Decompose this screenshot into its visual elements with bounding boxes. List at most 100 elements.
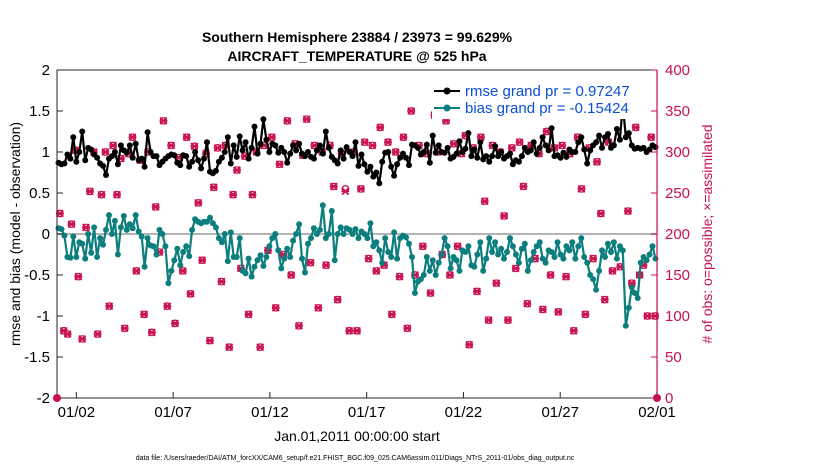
obs-assimilated-point bbox=[395, 272, 404, 281]
rmse-series-point bbox=[192, 149, 199, 155]
obs-assimilated-point bbox=[267, 133, 276, 142]
rmse-series-point bbox=[305, 149, 311, 155]
bias-series-point bbox=[186, 253, 193, 260]
y2-tick-label: 350 bbox=[665, 103, 690, 120]
bias-series-point bbox=[177, 262, 184, 269]
obs-assimilated-point bbox=[523, 299, 532, 308]
obs-assimilated-point bbox=[538, 305, 547, 314]
bias-series-point bbox=[100, 241, 106, 248]
obs-assimilated-point bbox=[345, 326, 354, 335]
obs-assimilated-point bbox=[82, 223, 90, 232]
rmse-series-point bbox=[224, 134, 231, 141]
bias-series-point bbox=[109, 231, 115, 237]
legend-box bbox=[432, 79, 644, 119]
x-tick-label: 01/07 bbox=[154, 404, 192, 421]
obs-assimilated-point bbox=[418, 242, 427, 251]
rmse-series-point bbox=[557, 154, 564, 161]
legend-rmse-label: rmse grand pr = 0.97247 bbox=[465, 83, 630, 100]
bias-series-point bbox=[376, 247, 383, 254]
obs-assimilated-point bbox=[178, 266, 187, 275]
bias-series-point bbox=[269, 235, 276, 242]
rmse-series-point bbox=[563, 153, 570, 160]
rmse-series-point bbox=[572, 149, 579, 155]
rmse-series-point bbox=[400, 150, 406, 157]
obs-assimilated-point bbox=[473, 287, 481, 296]
rmse-series-point bbox=[584, 160, 591, 167]
rmse-series-point bbox=[100, 162, 106, 169]
bias-series-point bbox=[441, 235, 448, 242]
obs-assimilated-point bbox=[558, 141, 567, 150]
obs-assimilated-point bbox=[113, 190, 121, 199]
rmse-series-point bbox=[385, 149, 392, 155]
y-axis-label: rmse and bias (model - observation) bbox=[7, 122, 23, 346]
rmse-series-point bbox=[548, 125, 555, 132]
bias-series-point bbox=[58, 226, 65, 233]
rmse-series-point bbox=[239, 147, 246, 154]
bias-series-point bbox=[388, 254, 395, 260]
bias-series-point bbox=[515, 259, 522, 266]
bias-series-point bbox=[527, 257, 534, 264]
bias-series-point bbox=[492, 239, 499, 246]
x-tick-label: 01/12 bbox=[251, 404, 289, 421]
rmse-series-point bbox=[403, 154, 409, 161]
rmse-series-point bbox=[578, 134, 585, 141]
bias-series-point bbox=[530, 249, 537, 255]
obs-assimilated-point bbox=[631, 123, 640, 132]
rmse-series-point bbox=[212, 167, 219, 174]
bias-series-point bbox=[507, 235, 513, 242]
obs-assimilated-point bbox=[445, 271, 454, 279]
obs-assimilated-point bbox=[356, 184, 365, 193]
obs-assimilated-point bbox=[341, 187, 350, 196]
rmse-series-point bbox=[453, 150, 460, 157]
bias-series-point bbox=[349, 231, 356, 237]
rmse-series-point bbox=[462, 145, 469, 152]
rmse-series-point bbox=[171, 152, 178, 159]
bias-series-point bbox=[432, 272, 439, 278]
rmse-series-point bbox=[82, 157, 89, 164]
bias-series-point bbox=[391, 229, 398, 236]
rmse-series-point bbox=[527, 147, 534, 154]
bias-series-point bbox=[248, 273, 255, 280]
rmse-series-point bbox=[352, 139, 359, 146]
obs-assimilated-point bbox=[209, 183, 218, 192]
obs-assimilated-point bbox=[596, 209, 605, 218]
bias-series-point bbox=[281, 255, 288, 262]
rmse-series-point bbox=[355, 162, 362, 169]
rmse-series-point bbox=[153, 153, 160, 160]
bias-series-point bbox=[569, 239, 576, 246]
obs-assimilated-point bbox=[147, 328, 156, 337]
bias-series-point bbox=[420, 272, 427, 278]
rmse-series-point bbox=[367, 163, 374, 170]
obs-assimilated-point bbox=[384, 138, 392, 147]
bias-series-point bbox=[316, 226, 323, 233]
rmse-series-point bbox=[533, 150, 540, 157]
bias-series-point bbox=[581, 254, 588, 260]
rmse-series-point bbox=[79, 128, 86, 135]
rmse-series-point bbox=[474, 154, 481, 161]
rmse-series-point bbox=[518, 153, 525, 160]
rmse-series-point bbox=[515, 158, 522, 165]
bias-series-point bbox=[524, 267, 531, 274]
rmse-series-point bbox=[218, 154, 225, 161]
bias-series-point bbox=[521, 240, 528, 247]
bias-series-point bbox=[613, 255, 620, 262]
rmse-series-point bbox=[489, 153, 496, 160]
obs-assimilated-point bbox=[314, 303, 323, 312]
bias-series-point bbox=[322, 235, 329, 242]
rmse-series-point bbox=[245, 155, 252, 162]
bias-series-point bbox=[215, 235, 222, 242]
bias-series-point bbox=[373, 239, 380, 246]
y2-tick-label: 100 bbox=[665, 308, 690, 325]
bias-series-point bbox=[308, 235, 314, 242]
rmse-series-point bbox=[456, 138, 463, 145]
bias-series-point bbox=[575, 243, 582, 250]
rmse-series-point bbox=[123, 149, 130, 156]
bias-series-point bbox=[486, 235, 493, 242]
x-tick-label: 02/01 bbox=[638, 404, 676, 421]
rmse-series-point bbox=[316, 142, 323, 149]
rmse-series-point bbox=[103, 172, 109, 178]
bias-series-point bbox=[411, 290, 418, 296]
obs-assimilated-point bbox=[329, 182, 338, 191]
rmse-series-point bbox=[287, 150, 294, 157]
